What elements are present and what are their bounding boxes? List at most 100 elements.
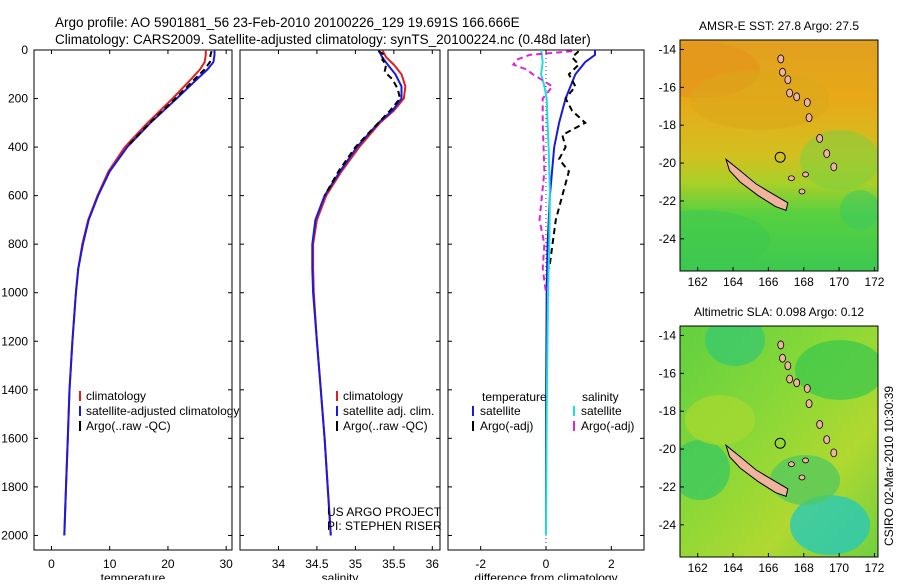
sla_map-lat-label: -16 bbox=[659, 366, 677, 380]
island-chain-land bbox=[823, 149, 831, 159]
sla_map-lat-label: -20 bbox=[659, 442, 677, 456]
difference-xtick-label: 2 bbox=[608, 557, 615, 571]
sla_map-frame bbox=[679, 325, 879, 558]
sla_map-title: Altimetric SLA: 0.098 Argo: 0.12 bbox=[694, 305, 864, 319]
sla-blob bbox=[795, 340, 878, 400]
sla-blob bbox=[705, 326, 765, 366]
sla_map-panel: Altimetric SLA: 0.098 Argo: 0.12 162 164 16… bbox=[659, 305, 885, 575]
difference-series-temperature-argo-adj- bbox=[548, 50, 587, 269]
sst-blob bbox=[800, 130, 878, 190]
sst_map-lat-label: -24 bbox=[659, 232, 677, 246]
salinity-xtick-label: 35 bbox=[349, 557, 363, 571]
temperature-legend-label: satellite-adjusted climatology bbox=[86, 404, 239, 418]
sst_map-field bbox=[680, 40, 878, 271]
sst_map-lon-label: 164 bbox=[723, 275, 743, 289]
salinity-frame bbox=[239, 49, 441, 551]
sst_map-lat-label: -14 bbox=[659, 42, 677, 56]
temperature-xtick-label: 30 bbox=[219, 557, 233, 571]
island-chain-land bbox=[777, 340, 785, 350]
island-chain-land bbox=[803, 98, 811, 107]
sst_map-lat-label: -22 bbox=[659, 194, 677, 208]
sla_map-field bbox=[680, 326, 878, 557]
salinity-xtick-label: 34.5 bbox=[305, 557, 329, 571]
island-chain-land bbox=[784, 361, 792, 371]
sst_map-lon-label: 166 bbox=[758, 275, 778, 289]
sst_map-title: AMSR-E SST: 27.8 Argo: 27.5 bbox=[699, 19, 859, 33]
loyalty-island-land bbox=[787, 175, 795, 182]
salinity-xtick-label: 35.5 bbox=[382, 557, 406, 571]
temperature-series-group bbox=[63, 50, 216, 536]
project-annotation: PI: STEPHEN RISER bbox=[327, 519, 442, 533]
island-chain-land bbox=[793, 378, 801, 388]
map-panels: AMSR-E SST: 27.8 Argo: 27.5 162 164 166 168 1… bbox=[659, 19, 885, 575]
sst-blob bbox=[840, 190, 878, 230]
depth-tick-label: 1800 bbox=[1, 480, 28, 494]
sst_map-lat-label: -16 bbox=[659, 80, 677, 94]
sst_map-lon-label: 170 bbox=[829, 275, 849, 289]
sla-blob bbox=[770, 455, 840, 505]
difference-series-temperature-satellite bbox=[545, 50, 596, 536]
island-chain-land bbox=[786, 374, 794, 384]
sla_map-lon-label: 170 bbox=[829, 561, 849, 575]
loyalty-island-land bbox=[787, 461, 795, 468]
project-annotation: US ARGO PROJECT bbox=[327, 505, 442, 519]
island-land bbox=[725, 443, 789, 498]
sst_map-lat-label: -18 bbox=[659, 118, 677, 132]
island-chain-land bbox=[777, 54, 785, 64]
island-chain-land bbox=[784, 75, 792, 85]
sst_map-lon-label: 172 bbox=[864, 275, 884, 289]
sla_map-lat-label: -18 bbox=[659, 404, 677, 418]
island-chain-land bbox=[816, 420, 824, 429]
loyalty-island-land bbox=[802, 171, 809, 178]
difference-legend-label: satellite bbox=[480, 404, 521, 418]
island-chain-land bbox=[830, 162, 838, 172]
legend-header-temperature: temperature bbox=[482, 390, 547, 404]
salinity-xlabel: salinity bbox=[322, 571, 359, 580]
sla-blob bbox=[680, 440, 730, 500]
island-chain-land bbox=[779, 353, 786, 363]
depth-tick-label: 1600 bbox=[1, 431, 28, 445]
depth-tick-label: 1200 bbox=[1, 334, 28, 348]
temperature-series-argo-raw-qc- bbox=[125, 50, 213, 148]
salinity-xtick-label: 36 bbox=[426, 557, 440, 571]
depth-tick-label: 2000 bbox=[1, 528, 28, 542]
difference-legend-label: Argo(-adj) bbox=[581, 419, 634, 433]
sla_map-lat-label: -22 bbox=[659, 480, 677, 494]
sst_map-panel: AMSR-E SST: 27.8 Argo: 27.5 162 164 166 168 1… bbox=[659, 19, 885, 289]
sla_map-lon-label: 172 bbox=[864, 561, 884, 575]
sla-blob bbox=[790, 495, 870, 555]
argo-float-marker bbox=[774, 151, 786, 163]
island-chain-land bbox=[830, 448, 838, 458]
sst_map-lat-label: -20 bbox=[659, 156, 677, 170]
temperature-series-satellite-adjusted-climatology bbox=[63, 50, 216, 536]
island-chain-land bbox=[805, 399, 813, 409]
loyalty-island-land bbox=[798, 188, 806, 195]
salinity-series-argo-raw-qc- bbox=[323, 50, 402, 197]
sla_map-lon-label: 168 bbox=[794, 561, 814, 575]
argo-float-marker bbox=[774, 437, 786, 449]
sst-blob bbox=[690, 70, 830, 130]
island-chain-land bbox=[823, 435, 831, 445]
sla-blob bbox=[685, 395, 755, 445]
sst-blob bbox=[680, 210, 770, 270]
salinity-series-group bbox=[311, 50, 407, 536]
sla_map-lon-label: 166 bbox=[758, 561, 778, 575]
island-chain-land bbox=[786, 88, 794, 98]
difference-series-group bbox=[511, 50, 596, 536]
loyalty-island-land bbox=[798, 474, 806, 481]
header-line-1: Argo profile: AO 5901881_56 23-Feb-2010 … bbox=[55, 15, 520, 30]
sst_map-frame bbox=[679, 39, 879, 272]
island-chain-land bbox=[816, 134, 824, 143]
difference-legend-label: satellite bbox=[581, 404, 622, 418]
difference-xtick-label: -2 bbox=[475, 557, 486, 571]
difference-legend-label: Argo(-adj) bbox=[480, 419, 533, 433]
temperature-legend-label: Argo(..raw -QC) bbox=[86, 419, 171, 433]
difference-series-salinity-argo-adj- bbox=[511, 50, 573, 293]
salinity-legend-label: climatology bbox=[343, 389, 403, 403]
salinity-legend-label: Argo(..raw -QC) bbox=[343, 419, 428, 433]
temperature-xlabel: temperature bbox=[101, 571, 166, 580]
salinity-panel: 34 34.5 35 35.5 36 salinity climatologysatelli… bbox=[239, 49, 442, 585]
